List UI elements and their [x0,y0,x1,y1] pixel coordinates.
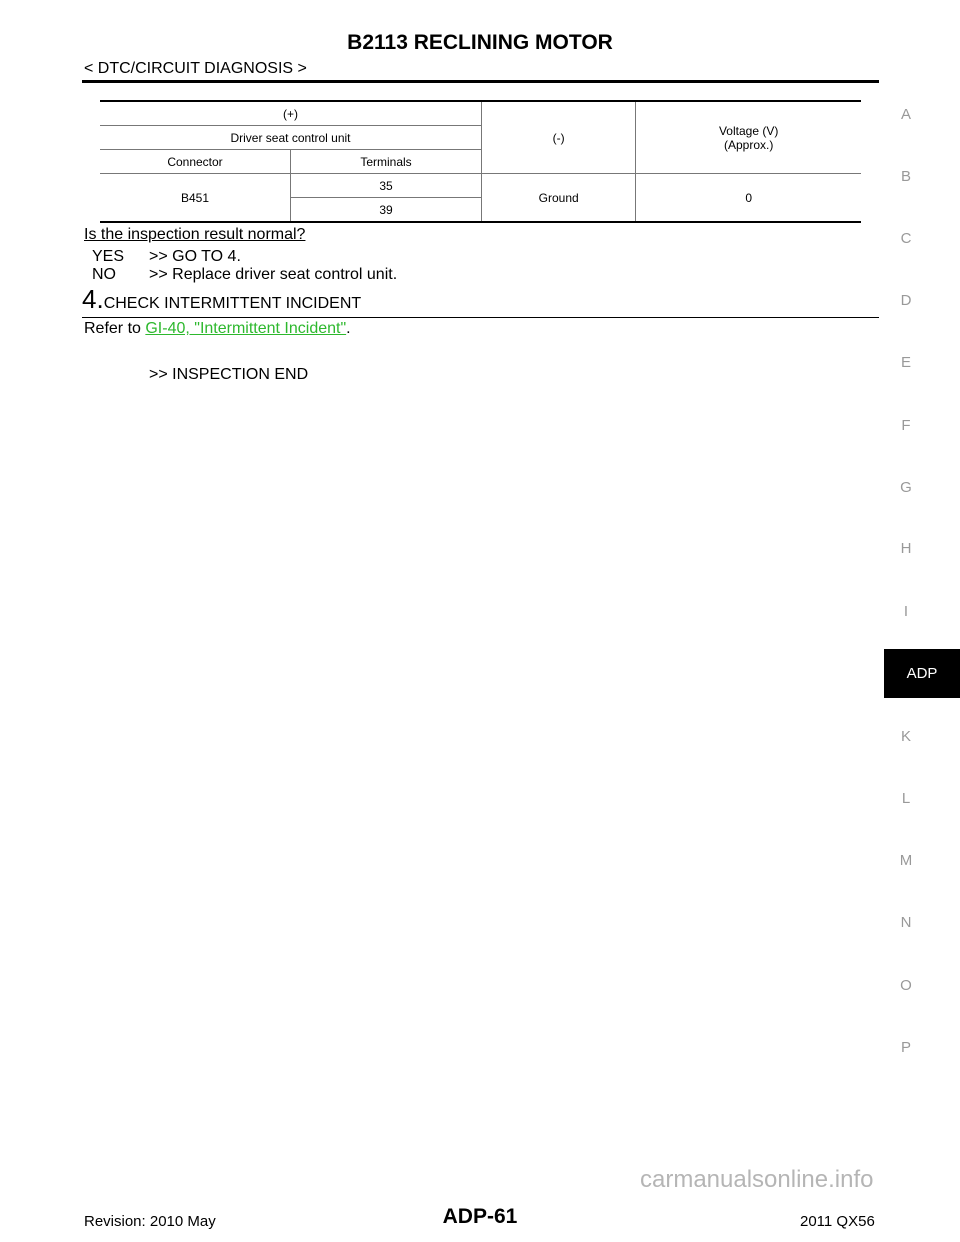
inspection-question: Is the inspection result normal? [84,226,306,243]
minus-cell: Ground [480,173,637,223]
no-action: >> Replace driver seat control unit. [149,266,398,283]
minus-header: (-) [480,100,637,174]
side-tab-i[interactable]: I [903,603,909,620]
no-label: NO [92,266,116,283]
inspection-end: >> INSPECTION END [149,366,309,383]
side-tab-adp-active[interactable]: ADP [884,649,960,698]
side-tab-l[interactable]: L [901,790,911,807]
yes-action: >> GO TO 4. [149,248,241,265]
voltage-cell: 0 [635,173,861,223]
voltage-label: Voltage (V) [718,123,779,138]
watermark: carmanualsonline.info [640,1166,874,1193]
refer-text: Refer to GI-40, "Intermittent Incident". [84,320,351,338]
terminal-cell: 39 [290,197,482,223]
plus-header: (+) [100,100,482,126]
terminals-header: Terminals [290,149,482,174]
terminal-cell: 35 [290,173,482,198]
side-tab-f[interactable]: F [901,417,911,434]
side-tab-o[interactable]: O [900,977,912,994]
side-tab-d[interactable]: D [900,292,912,309]
refer-prefix: Refer to [84,320,146,337]
unit-header: Driver seat control unit [100,125,482,150]
approx-label: (Approx.) [723,137,774,152]
side-tab-n[interactable]: N [900,914,912,931]
connector-cell: B451 [100,173,291,223]
step-title: CHECK INTERMITTENT INCIDENT [103,295,362,312]
step-heading: 4.CHECK INTERMITTENT INCIDENT [82,284,361,315]
page-title: B2113 RECLINING MOTOR [347,31,613,54]
voltage-header: Voltage (V) (Approx.) [635,100,861,174]
step-divider [82,317,879,318]
side-tab-e[interactable]: E [900,354,911,371]
page-number: ADP-61 [442,1205,518,1228]
intermittent-incident-link[interactable]: GI-40, "Intermittent Incident" [145,320,347,337]
revision-text: Revision: 2010 May [84,1213,216,1230]
voltage-table: (+) (-) Voltage (V) (Approx.) Driver seat… [100,100,861,223]
refer-suffix: . [346,320,351,337]
step-number: 4. [82,284,104,314]
header-divider [82,80,879,83]
yes-label: YES [92,248,125,265]
connector-header: Connector [100,149,291,174]
side-tab-p[interactable]: P [900,1039,911,1056]
side-tab-k[interactable]: K [900,728,911,745]
side-tab-c[interactable]: C [900,230,912,247]
side-tab-g[interactable]: G [900,479,912,496]
side-tab-m[interactable]: M [899,852,913,869]
breadcrumb: < DTC/CIRCUIT DIAGNOSIS > [84,60,307,77]
side-tab-h[interactable]: H [900,540,912,557]
model-text: 2011 QX56 [800,1213,875,1230]
side-tab-a[interactable]: A [900,106,911,123]
side-tab-b[interactable]: B [900,168,911,185]
